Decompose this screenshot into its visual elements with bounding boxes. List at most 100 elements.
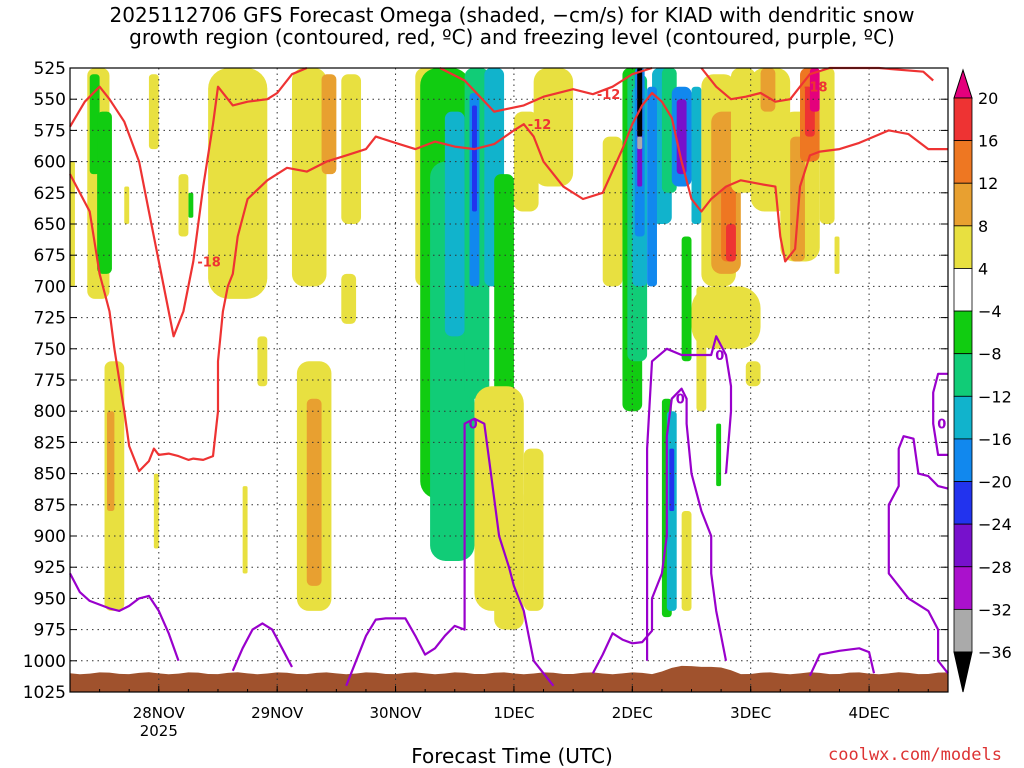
omega-cell-8 bbox=[153, 473, 159, 549]
y-tick-label-775: 775 bbox=[34, 371, 66, 391]
grid-lines bbox=[70, 68, 948, 692]
omega-cell-56 bbox=[716, 423, 722, 487]
terrain-surface bbox=[70, 665, 948, 692]
omega-cell-72 bbox=[745, 361, 761, 387]
contour-label-8: 0 bbox=[715, 349, 724, 364]
contour-label-10: 0 bbox=[937, 418, 946, 433]
omega-cell-49 bbox=[691, 86, 702, 224]
x-tick-label-1DEC: 1DEC bbox=[493, 704, 534, 722]
colorbar: 20 16 12 8 4 −4 −8 −12 −16 −20 −24 −28 −32 −36 bbox=[953, 68, 1012, 693]
y-tick-label-1000: 1000 bbox=[23, 652, 66, 672]
y-tick-label-675: 675 bbox=[34, 246, 66, 266]
credit-link[interactable]: coolwx.com/models bbox=[828, 745, 1002, 765]
colorbar-label-4: 4 bbox=[978, 259, 988, 278]
colorbar-bin-6 bbox=[953, 310, 973, 355]
contour-label-2: -12 bbox=[597, 88, 621, 103]
omega-cell-14 bbox=[242, 486, 248, 574]
y-tick-label-800: 800 bbox=[34, 402, 66, 422]
contour-7 bbox=[591, 387, 728, 674]
omega-cell-31 bbox=[494, 486, 524, 630]
y-tick-label-700: 700 bbox=[34, 277, 66, 297]
colorbar-label-12: −32 bbox=[978, 600, 1012, 619]
y-tick-label-750: 750 bbox=[34, 340, 66, 360]
omega-cell-63 bbox=[760, 68, 776, 112]
colorbar-bin-11 bbox=[953, 523, 973, 568]
omega-cell-19 bbox=[341, 74, 362, 225]
contour-11 bbox=[887, 435, 949, 674]
colorbar-cap-top bbox=[953, 68, 973, 99]
colorbar-bin-8 bbox=[953, 395, 973, 440]
colorbar-label-6: −8 bbox=[978, 345, 1002, 364]
omega-cell-13 bbox=[257, 336, 268, 387]
contour-label-0: -18 bbox=[197, 255, 221, 270]
y-tick-label-1025: 1025 bbox=[23, 683, 66, 703]
omega-cell-71 bbox=[834, 236, 840, 274]
omega-cell-6 bbox=[106, 411, 115, 512]
y-tick-label-600: 600 bbox=[34, 153, 66, 173]
colorbar-bin-1 bbox=[953, 97, 973, 142]
y-tick-label-725: 725 bbox=[34, 309, 66, 329]
omega-cell-52 bbox=[669, 448, 675, 512]
contour-4 bbox=[69, 572, 180, 662]
y-tick-label-875: 875 bbox=[34, 496, 66, 516]
x-tick-label-2DEC: 2DEC bbox=[612, 704, 653, 722]
contour-label-1: -12 bbox=[528, 118, 552, 133]
omega-shading bbox=[70, 68, 948, 692]
y-tick-label-975: 975 bbox=[34, 621, 66, 641]
omega-cell-15 bbox=[291, 68, 327, 287]
contour-8 bbox=[646, 335, 733, 661]
colorbar-label-13: −36 bbox=[978, 643, 1012, 662]
colorbar-label-3: 8 bbox=[978, 217, 988, 236]
chart-title-line2: growth region (contoured, red, ºC) and f… bbox=[129, 25, 895, 49]
contour-2 bbox=[439, 66, 653, 113]
colorbar-label-8: −16 bbox=[978, 430, 1012, 449]
plot-frame bbox=[69, 67, 949, 693]
terrain-fill bbox=[70, 665, 948, 692]
y-tick-label-550: 550 bbox=[34, 90, 66, 110]
y-tick-label-650: 650 bbox=[34, 215, 66, 235]
y-tick-label-850: 850 bbox=[34, 465, 66, 485]
x-axis-title: Forecast Time (UTC) bbox=[411, 744, 613, 768]
colorbar-label-9: −20 bbox=[978, 473, 1012, 492]
contour-5 bbox=[231, 622, 293, 672]
plot-axes: 525 550 575 600 625 650 675 700 725 750 775 800 825 8… bbox=[23, 59, 949, 740]
contour-9 bbox=[808, 647, 876, 677]
colorbar-label-0: 20 bbox=[978, 89, 998, 108]
omega-cell-16 bbox=[321, 74, 337, 175]
x-tick-sublabel-28NOV: 2025 bbox=[140, 722, 178, 740]
colorbar-label-10: −24 bbox=[978, 515, 1012, 534]
colorbar-bin-9 bbox=[953, 438, 973, 482]
contour-label-7: 0 bbox=[676, 393, 685, 408]
x-tick-label-28NOV: 28NOV bbox=[133, 704, 186, 722]
y-tick-label-925: 925 bbox=[34, 558, 66, 578]
y-tick-label-575: 575 bbox=[34, 121, 66, 141]
x-tick-label-4DEC: 4DEC bbox=[849, 704, 890, 722]
x-tick-label-29NOV: 29NOV bbox=[251, 704, 304, 722]
x-tick-label-30NOV: 30NOV bbox=[369, 704, 422, 722]
omega-cell-20 bbox=[341, 273, 357, 324]
y-tick-label-825: 825 bbox=[34, 433, 66, 453]
contour-10 bbox=[932, 372, 948, 456]
y-tick-label-950: 950 bbox=[34, 589, 66, 609]
colorbar-bin-5 bbox=[953, 268, 973, 312]
colorbar-label-5: −4 bbox=[978, 302, 1002, 321]
chart-title: 2025112706 GFS Forecast Omega (shaded, −… bbox=[0, 4, 1024, 48]
omega-cell-69 bbox=[809, 68, 820, 112]
omega-cell-43 bbox=[637, 136, 643, 150]
colorbar-cap-bottom bbox=[953, 651, 973, 693]
omega-cell-70 bbox=[819, 68, 835, 224]
contour-1 bbox=[69, 91, 948, 473]
colorbar-bin-7 bbox=[953, 353, 973, 397]
omega-cell-12 bbox=[222, 74, 263, 262]
colorbar-bin-4 bbox=[953, 225, 973, 269]
omega-cell-32 bbox=[523, 448, 544, 611]
omega-cell-7 bbox=[148, 74, 159, 150]
omega-cell-73 bbox=[691, 286, 761, 349]
colorbar-bin-12 bbox=[953, 566, 973, 610]
x-tick-label-3DEC: 3DEC bbox=[730, 704, 771, 722]
colorbar-label-1: 16 bbox=[978, 132, 998, 151]
omega-cell-2 bbox=[97, 111, 112, 274]
omega-cell-65 bbox=[790, 136, 805, 262]
omega-cell-42 bbox=[637, 68, 643, 137]
